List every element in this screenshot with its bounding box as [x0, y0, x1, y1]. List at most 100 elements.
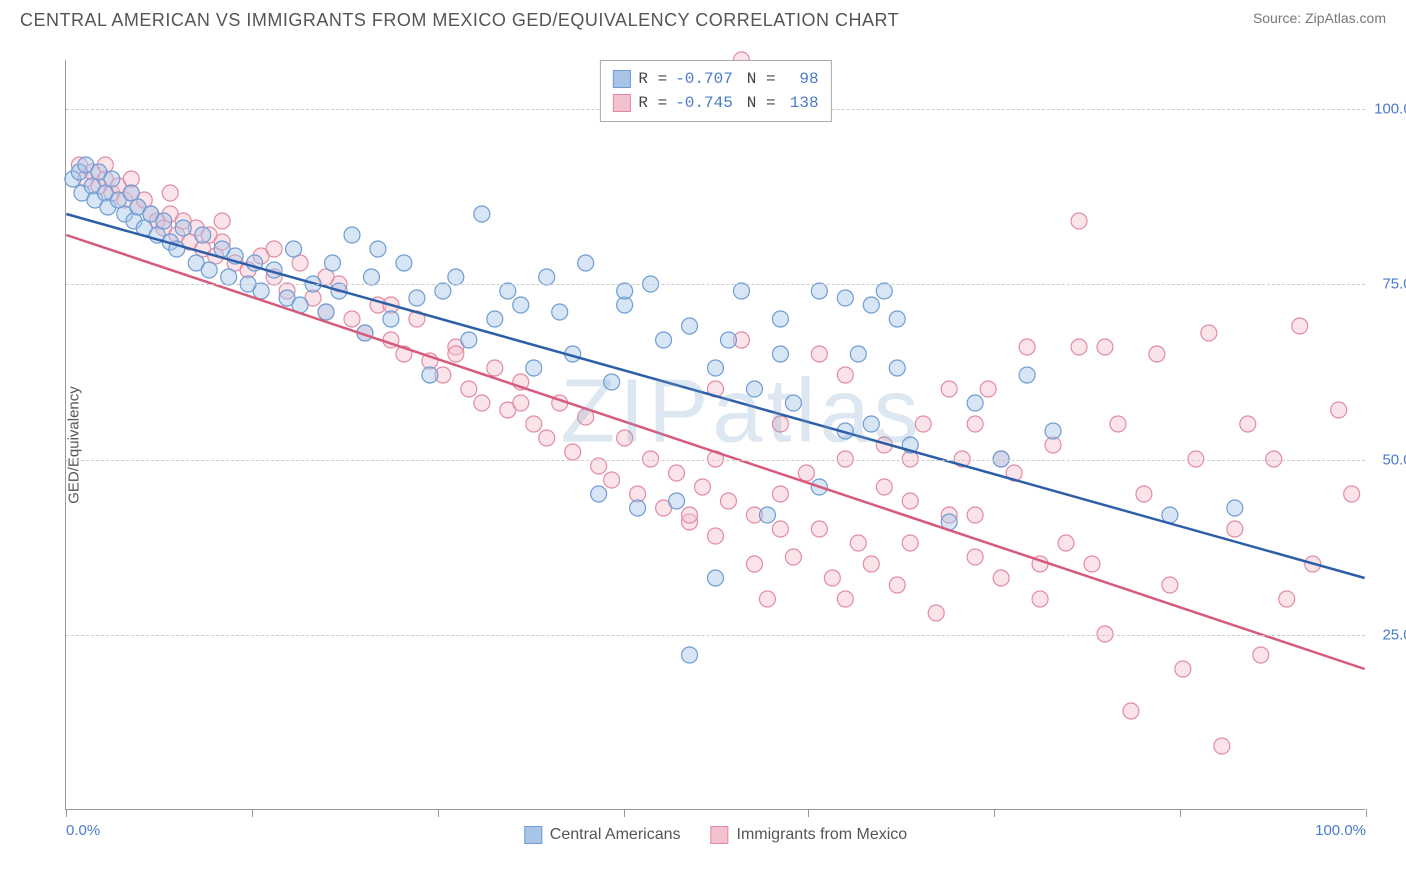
x-tick — [624, 809, 625, 817]
scatter-point — [578, 255, 594, 271]
scatter-point — [565, 444, 581, 460]
bottom-legend-item-0: Central Americans — [524, 826, 681, 844]
scatter-point — [1162, 577, 1178, 593]
scatter-point — [772, 521, 788, 537]
legend-swatch-1 — [612, 94, 630, 112]
scatter-point — [902, 535, 918, 551]
correlation-legend: R = -0.707 N = 98 R = -0.745 N = 138 — [599, 60, 831, 122]
scatter-point — [863, 297, 879, 313]
x-tick — [994, 809, 995, 817]
scatter-point — [837, 591, 853, 607]
scatter-point — [720, 332, 736, 348]
legend-row-series-1: R = -0.745 N = 138 — [612, 91, 818, 115]
scatter-point — [474, 395, 490, 411]
scatter-point — [195, 227, 211, 243]
scatter-point — [1227, 521, 1243, 537]
chart-title: CENTRAL AMERICAN VS IMMIGRANTS FROM MEXI… — [20, 10, 899, 31]
scatter-point — [370, 241, 386, 257]
gridline — [66, 284, 1365, 285]
scatter-point — [941, 381, 957, 397]
scatter-point — [539, 269, 555, 285]
scatter-point — [980, 381, 996, 397]
scatter-point — [318, 304, 334, 320]
scatter-point — [344, 227, 360, 243]
scatter-point — [746, 381, 762, 397]
scatter-point — [461, 381, 477, 397]
scatter-point — [487, 360, 503, 376]
n-value-0: 98 — [784, 67, 819, 91]
scatter-point — [1292, 318, 1308, 334]
scatter-point — [1084, 556, 1100, 572]
x-tick — [1180, 809, 1181, 817]
scatter-point — [325, 255, 341, 271]
scatter-point — [1032, 591, 1048, 607]
regression-line — [66, 214, 1364, 578]
scatter-point — [772, 311, 788, 327]
scatter-point — [837, 367, 853, 383]
scatter-point — [591, 486, 607, 502]
scatter-point — [363, 269, 379, 285]
scatter-svg — [66, 60, 1365, 809]
bottom-legend: Central Americans Immigrants from Mexico — [514, 826, 917, 844]
scatter-point — [162, 185, 178, 201]
bottom-swatch-1 — [711, 826, 729, 844]
y-tick-label: 75.0% — [1382, 276, 1406, 293]
scatter-point — [104, 171, 120, 187]
scatter-point — [928, 605, 944, 621]
gridline — [66, 635, 1365, 636]
scatter-point — [708, 528, 724, 544]
legend-swatch-0 — [612, 70, 630, 88]
scatter-point — [967, 507, 983, 523]
scatter-point — [798, 465, 814, 481]
n-label: N = — [747, 91, 776, 115]
scatter-point — [500, 283, 516, 299]
scatter-point — [1344, 486, 1360, 502]
scatter-point — [915, 416, 931, 432]
y-tick-label: 100.0% — [1374, 101, 1406, 118]
scatter-point — [1071, 339, 1087, 355]
scatter-point — [824, 570, 840, 586]
scatter-point — [1071, 213, 1087, 229]
bottom-legend-item-1: Immigrants from Mexico — [711, 826, 908, 844]
scatter-point — [526, 416, 542, 432]
scatter-point — [604, 472, 620, 488]
scatter-point — [344, 311, 360, 327]
scatter-point — [695, 479, 711, 495]
scatter-point — [201, 262, 217, 278]
scatter-point — [720, 493, 736, 509]
scatter-point — [811, 283, 827, 299]
scatter-point — [435, 283, 451, 299]
chart-container: GED/Equivalency R = -0.707 N = 98 R = -0… — [20, 40, 1386, 850]
gridline — [66, 460, 1365, 461]
scatter-point — [682, 507, 698, 523]
scatter-point — [1123, 703, 1139, 719]
source-attribution: Source: ZipAtlas.com — [1253, 10, 1386, 26]
scatter-point — [604, 374, 620, 390]
scatter-point — [422, 367, 438, 383]
scatter-point — [772, 416, 788, 432]
scatter-point — [1175, 661, 1191, 677]
scatter-point — [630, 500, 646, 516]
scatter-point — [993, 570, 1009, 586]
scatter-point — [1227, 500, 1243, 516]
scatter-point — [682, 318, 698, 334]
n-label: N = — [747, 67, 776, 91]
scatter-point — [253, 283, 269, 299]
scatter-point — [526, 360, 542, 376]
scatter-point — [967, 395, 983, 411]
scatter-point — [1110, 416, 1126, 432]
bottom-legend-label-1: Immigrants from Mexico — [737, 826, 908, 844]
x-tick — [252, 809, 253, 817]
scatter-point — [811, 346, 827, 362]
y-tick-label: 25.0% — [1382, 626, 1406, 643]
scatter-point — [837, 290, 853, 306]
r-label: R = — [638, 67, 667, 91]
scatter-point — [1201, 325, 1217, 341]
scatter-point — [733, 283, 749, 299]
scatter-point — [552, 304, 568, 320]
scatter-point — [785, 395, 801, 411]
scatter-point — [1058, 535, 1074, 551]
x-tick — [438, 809, 439, 817]
scatter-point — [1214, 738, 1230, 754]
scatter-point — [708, 570, 724, 586]
